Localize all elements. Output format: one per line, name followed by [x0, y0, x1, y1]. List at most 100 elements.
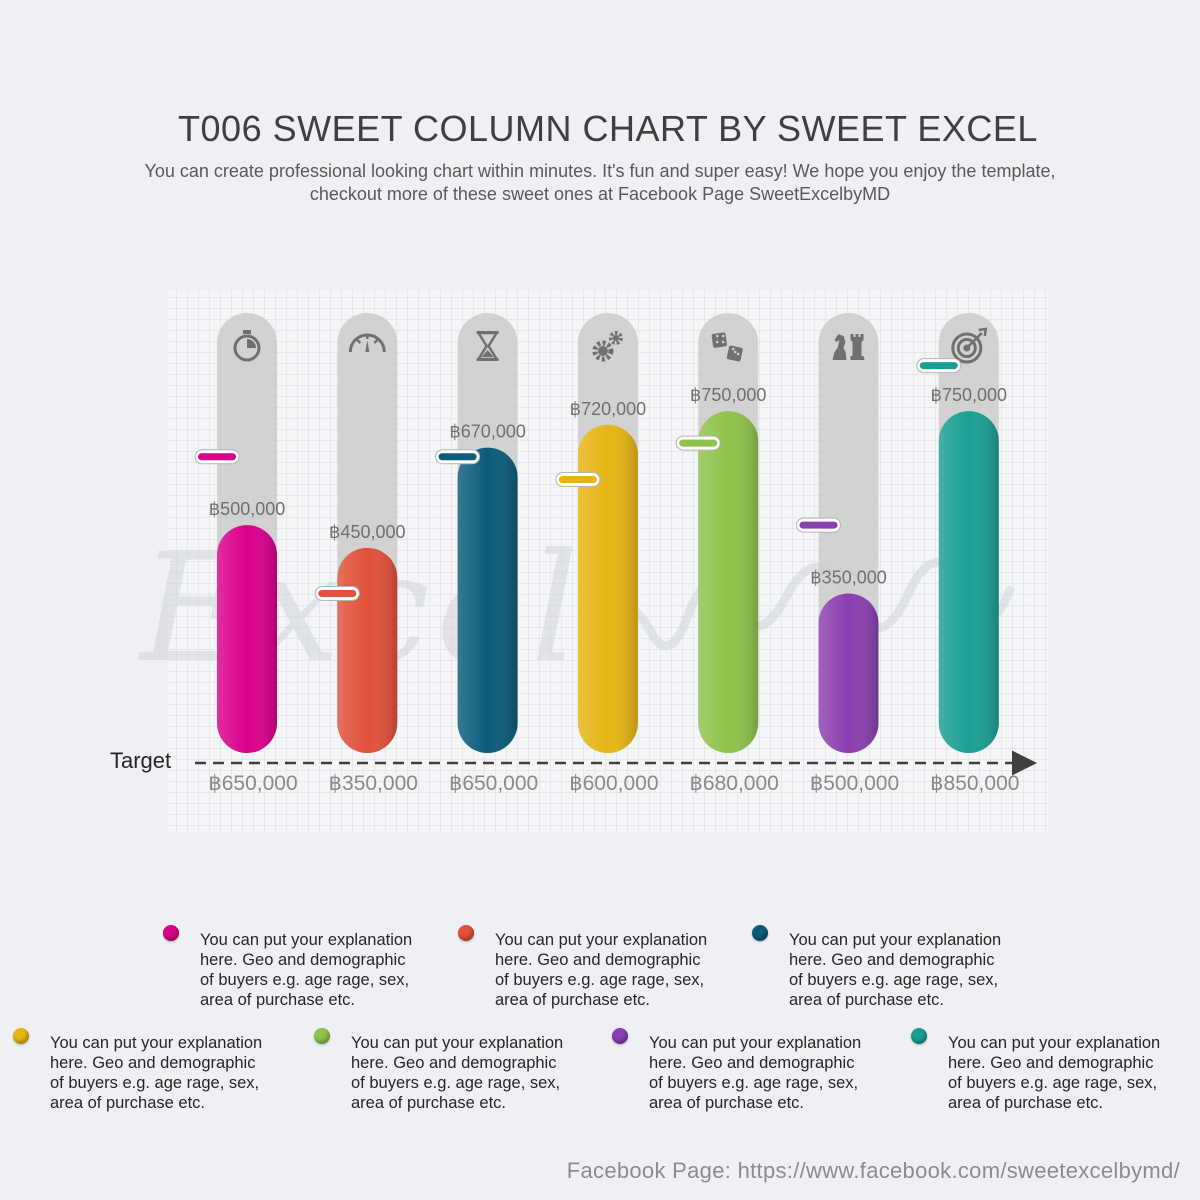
chart-subtitle: You can create professional looking char… — [60, 160, 1140, 206]
legend-text-line: here. Geo and demographic — [789, 951, 995, 969]
gear-small-hub — [612, 335, 619, 341]
hourglass-bottom — [476, 358, 499, 361]
chess-knight — [832, 334, 847, 360]
stopwatch-icon — [233, 330, 261, 362]
legend-color-dot — [911, 1028, 927, 1044]
legend-text-line: area of purchase etc. — [351, 1094, 507, 1112]
target-marker-fill — [318, 589, 357, 597]
gauge-needle — [365, 340, 370, 352]
chart-title: T006 SWEET COLUMN CHART BY SWEET EXCEL — [178, 108, 1038, 149]
legend-text: You can put your explanation here. Geo an… — [495, 930, 745, 1010]
legend-text: You can put your explanation here. Geo an… — [789, 930, 1039, 1010]
category-label: ฿680,000 — [690, 772, 779, 795]
target-ring-outer — [951, 332, 983, 364]
die-pip — [733, 350, 737, 354]
gauge-tick — [373, 339, 379, 344]
bar-shading — [577, 424, 638, 753]
column-chart: Excel ฿500,000฿450,000฿670,000฿720,000฿7… — [110, 290, 1048, 832]
legend-text-line: area of purchase etc. — [495, 991, 651, 1009]
value-label: ฿750,000 — [931, 385, 1008, 405]
legend-text-line: here. Geo and demographic — [649, 1054, 855, 1072]
legend-text-line: here. Geo and demographic — [200, 951, 406, 969]
gear-large-hub — [597, 346, 608, 356]
subtitle-line-1: You can create professional looking char… — [144, 161, 1056, 181]
category-label: ฿600,000 — [569, 772, 658, 795]
category-label: ฿850,000 — [930, 772, 1019, 795]
legend-text-line: area of purchase etc. — [649, 1094, 805, 1112]
legend-color-dot — [163, 925, 179, 941]
legend-text-line: You can put your explanation — [495, 931, 708, 949]
legend-color-dot — [752, 925, 768, 941]
speedometer-icon — [348, 333, 386, 353]
bar-shading — [698, 411, 759, 753]
die-pip — [736, 352, 740, 356]
legend-text: You can put your explanation here. Geo an… — [50, 1033, 300, 1113]
legend-text-line: here. Geo and demographic — [50, 1054, 256, 1072]
die-two — [726, 345, 743, 362]
legend-text-line: You can put your explanation — [789, 931, 1002, 949]
legend-text-line: of buyers e.g. age rage, sex, — [495, 971, 705, 989]
category-labels: ฿650,000 ฿350,000 ฿650,000 ฿600,000 ฿680,000… — [208, 772, 1019, 795]
hourglass-icon — [476, 331, 499, 361]
category-label: ฿500,000 — [810, 772, 899, 795]
bar-shading — [938, 411, 999, 753]
value-labels: ฿500,000 ฿450,000 ฿670,000 ฿720,000 ฿750,000… — [209, 385, 1007, 587]
category-label: ฿350,000 — [329, 772, 418, 795]
legend-text-line: area of purchase etc. — [50, 1094, 206, 1112]
value-label: ฿720,000 — [570, 399, 647, 419]
target-axis-label: Target — [110, 748, 171, 773]
die-pip — [715, 340, 719, 344]
value-label: ฿350,000 — [810, 567, 887, 587]
value-label: ฿670,000 — [449, 422, 526, 442]
legend-text-line: You can put your explanation — [200, 931, 413, 949]
legend-text-line: You can put your explanation — [50, 1034, 263, 1052]
legend-color-dot — [612, 1028, 628, 1044]
target-arrow-fletch — [978, 327, 988, 337]
category-label: ฿650,000 — [449, 772, 538, 795]
target-marker-fill — [558, 476, 597, 484]
die-pip — [731, 347, 735, 351]
bar-shading — [337, 547, 398, 753]
legend-text-line: here. Geo and demographic — [948, 1054, 1154, 1072]
die-pip — [721, 334, 725, 338]
die-one — [711, 332, 727, 348]
legend-text: You can put your explanation here. Geo an… — [948, 1033, 1198, 1113]
gear-small — [608, 331, 623, 345]
die-pip — [715, 334, 719, 338]
legend-text-line: You can put your explanation — [948, 1034, 1161, 1052]
value-label: ฿750,000 — [690, 385, 767, 405]
column-icons — [233, 327, 988, 364]
legend-color-dot — [458, 925, 474, 941]
legend-text: You can put your explanation here. Geo an… — [351, 1033, 601, 1113]
target-marker-fill — [919, 362, 958, 370]
footer-link[interactable]: Facebook Page: https://www.facebook.com/… — [566, 1158, 1180, 1183]
gears-icon — [592, 331, 623, 362]
legend-text: You can put your explanation here. Geo an… — [200, 930, 450, 1010]
hourglass-sand — [481, 350, 494, 357]
hourglass-top — [476, 331, 499, 334]
chess-icon — [832, 334, 865, 360]
value-label: ฿500,000 — [209, 499, 286, 519]
legend-text-line: area of purchase etc. — [200, 991, 356, 1009]
die-pip — [721, 340, 725, 344]
legend-text-line: here. Geo and demographic — [351, 1054, 557, 1072]
legend-text-line: You can put your explanation — [351, 1034, 564, 1052]
stopwatch-body — [233, 334, 261, 362]
legend-text: You can put your explanation here. Geo an… — [649, 1033, 899, 1113]
legend-text-line: area of purchase etc. — [948, 1094, 1104, 1112]
legend-text-line: area of purchase etc. — [789, 991, 945, 1009]
legend-text-line: of buyers e.g. age rage, sex, — [948, 1074, 1158, 1092]
bar-shading — [818, 593, 879, 753]
target-markers — [194, 358, 962, 601]
target-marker-fill — [679, 439, 718, 447]
dice-icon — [711, 332, 743, 362]
legend-text-line: of buyers e.g. age rage, sex, — [649, 1074, 859, 1092]
target-marker-fill — [799, 521, 838, 529]
legend-text-line: of buyers e.g. age rage, sex, — [789, 971, 999, 989]
gauge-tick — [356, 339, 362, 344]
legend-color-dot — [314, 1028, 330, 1044]
legend-text-line: of buyers e.g. age rage, sex, — [50, 1074, 260, 1092]
stopwatch-crown — [243, 330, 251, 334]
legend-text-line: here. Geo and demographic — [495, 951, 701, 969]
target-marker-fill — [198, 453, 236, 461]
